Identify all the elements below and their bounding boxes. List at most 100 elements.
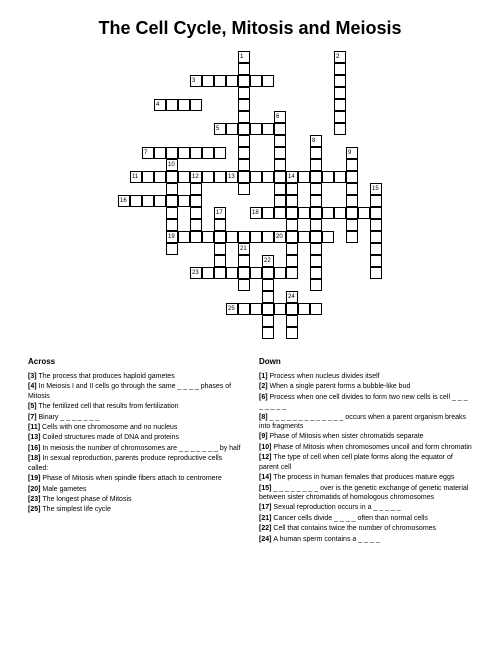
grid-cell[interactable] xyxy=(370,195,382,207)
grid-cell[interactable] xyxy=(262,291,274,303)
grid-cell[interactable] xyxy=(142,171,154,183)
grid-cell[interactable] xyxy=(238,135,250,147)
grid-cell[interactable] xyxy=(262,279,274,291)
grid-cell[interactable] xyxy=(370,255,382,267)
grid-cell[interactable] xyxy=(274,303,286,315)
grid-cell[interactable] xyxy=(130,195,142,207)
grid-cell[interactable] xyxy=(310,195,322,207)
grid-cell[interactable]: 11 xyxy=(130,171,142,183)
grid-cell[interactable]: 10 xyxy=(166,159,178,171)
grid-cell[interactable] xyxy=(250,171,262,183)
grid-cell[interactable] xyxy=(238,171,250,183)
grid-cell[interactable] xyxy=(154,171,166,183)
grid-cell[interactable] xyxy=(178,195,190,207)
grid-cell[interactable] xyxy=(214,255,226,267)
grid-cell[interactable] xyxy=(274,159,286,171)
grid-cell[interactable] xyxy=(166,219,178,231)
grid-cell[interactable] xyxy=(310,267,322,279)
grid-cell[interactable]: 21 xyxy=(238,243,250,255)
grid-cell[interactable] xyxy=(238,111,250,123)
grid-cell[interactable] xyxy=(250,303,262,315)
grid-cell[interactable]: 2 xyxy=(334,51,346,63)
grid-cell[interactable] xyxy=(166,243,178,255)
grid-cell[interactable] xyxy=(238,63,250,75)
grid-cell[interactable]: 19 xyxy=(166,231,178,243)
grid-cell[interactable] xyxy=(274,267,286,279)
grid-cell[interactable]: 4 xyxy=(154,99,166,111)
grid-cell[interactable] xyxy=(202,231,214,243)
grid-cell[interactable] xyxy=(262,207,274,219)
grid-cell[interactable] xyxy=(334,123,346,135)
grid-cell[interactable] xyxy=(238,147,250,159)
grid-cell[interactable] xyxy=(346,219,358,231)
grid-cell[interactable] xyxy=(310,243,322,255)
grid-cell[interactable] xyxy=(334,99,346,111)
grid-cell[interactable] xyxy=(310,207,322,219)
grid-cell[interactable] xyxy=(202,267,214,279)
grid-cell[interactable]: 13 xyxy=(226,171,238,183)
grid-cell[interactable] xyxy=(274,207,286,219)
grid-cell[interactable] xyxy=(286,315,298,327)
grid-cell[interactable] xyxy=(178,171,190,183)
grid-cell[interactable] xyxy=(310,183,322,195)
grid-cell[interactable] xyxy=(190,99,202,111)
grid-cell[interactable] xyxy=(202,75,214,87)
grid-cell[interactable] xyxy=(154,147,166,159)
grid-cell[interactable] xyxy=(322,231,334,243)
grid-cell[interactable] xyxy=(238,279,250,291)
grid-cell[interactable] xyxy=(190,183,202,195)
grid-cell[interactable] xyxy=(370,219,382,231)
grid-cell[interactable] xyxy=(286,303,298,315)
grid-cell[interactable] xyxy=(370,207,382,219)
grid-cell[interactable] xyxy=(262,231,274,243)
grid-cell[interactable] xyxy=(286,267,298,279)
grid-cell[interactable] xyxy=(286,327,298,339)
grid-cell[interactable] xyxy=(190,195,202,207)
grid-cell[interactable] xyxy=(190,147,202,159)
grid-cell[interactable]: 24 xyxy=(286,291,298,303)
grid-cell[interactable] xyxy=(214,243,226,255)
grid-cell[interactable]: 7 xyxy=(142,147,154,159)
grid-cell[interactable] xyxy=(286,243,298,255)
grid-cell[interactable] xyxy=(370,267,382,279)
grid-cell[interactable] xyxy=(370,231,382,243)
grid-cell[interactable] xyxy=(166,183,178,195)
grid-cell[interactable] xyxy=(214,231,226,243)
grid-cell[interactable] xyxy=(178,231,190,243)
grid-cell[interactable] xyxy=(166,195,178,207)
grid-cell[interactable] xyxy=(142,195,154,207)
grid-cell[interactable]: 22 xyxy=(262,255,274,267)
grid-cell[interactable] xyxy=(286,195,298,207)
grid-cell[interactable] xyxy=(274,135,286,147)
grid-cell[interactable]: 12 xyxy=(190,171,202,183)
grid-cell[interactable] xyxy=(166,171,178,183)
grid-cell[interactable] xyxy=(334,171,346,183)
grid-cell[interactable] xyxy=(310,171,322,183)
grid-cell[interactable] xyxy=(190,231,202,243)
grid-cell[interactable] xyxy=(262,171,274,183)
grid-cell[interactable] xyxy=(238,255,250,267)
grid-cell[interactable] xyxy=(322,207,334,219)
grid-cell[interactable] xyxy=(346,171,358,183)
grid-cell[interactable] xyxy=(190,207,202,219)
grid-cell[interactable] xyxy=(346,159,358,171)
grid-cell[interactable]: 6 xyxy=(274,111,286,123)
grid-cell[interactable] xyxy=(262,327,274,339)
grid-cell[interactable] xyxy=(298,207,310,219)
grid-cell[interactable] xyxy=(286,219,298,231)
grid-cell[interactable] xyxy=(310,219,322,231)
grid-cell[interactable] xyxy=(262,123,274,135)
grid-cell[interactable] xyxy=(238,87,250,99)
grid-cell[interactable] xyxy=(310,159,322,171)
grid-cell[interactable]: 15 xyxy=(370,183,382,195)
grid-cell[interactable] xyxy=(274,147,286,159)
grid-cell[interactable] xyxy=(274,171,286,183)
grid-cell[interactable]: 1 xyxy=(238,51,250,63)
grid-cell[interactable] xyxy=(238,159,250,171)
grid-cell[interactable] xyxy=(310,303,322,315)
grid-cell[interactable] xyxy=(286,255,298,267)
grid-cell[interactable] xyxy=(178,99,190,111)
grid-cell[interactable] xyxy=(178,147,190,159)
grid-cell[interactable] xyxy=(226,267,238,279)
grid-cell[interactable] xyxy=(214,171,226,183)
